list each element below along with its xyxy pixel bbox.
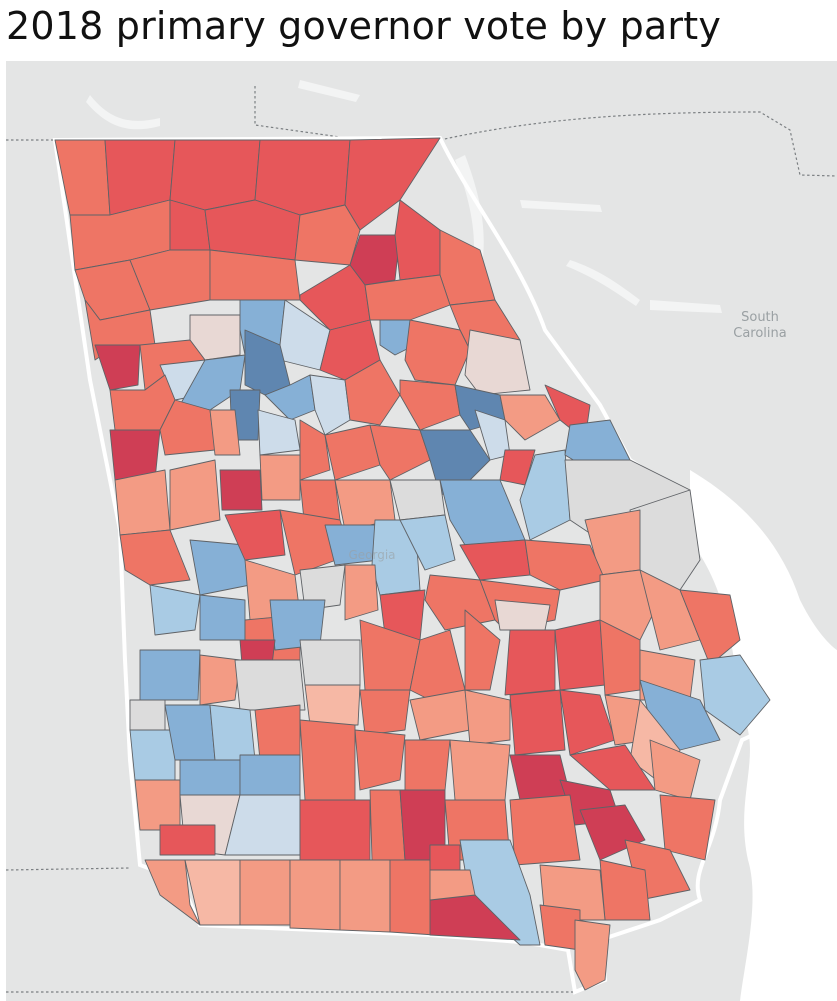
county-shape[interactable] — [369, 789, 406, 861]
county-shape[interactable] — [399, 514, 456, 571]
county-shape[interactable] — [359, 689, 411, 736]
county-shape[interactable] — [114, 469, 171, 536]
county-shape[interactable] — [699, 654, 771, 736]
county-shape[interactable] — [279, 299, 331, 371]
county-shape[interactable] — [139, 649, 201, 701]
county-shape[interactable] — [254, 704, 301, 761]
county-shape[interactable] — [379, 319, 416, 356]
south-carolina-label-line1: South — [741, 310, 779, 325]
county-shape[interactable] — [239, 859, 291, 926]
county-layer[interactable] — [54, 137, 771, 991]
county-shape[interactable] — [129, 699, 166, 731]
county-shape[interactable] — [504, 629, 556, 696]
county-shape[interactable] — [389, 859, 436, 936]
county-shape[interactable] — [169, 139, 261, 211]
county-shape[interactable] — [94, 344, 141, 391]
county-shape[interactable] — [429, 844, 461, 871]
county-shape[interactable] — [179, 354, 246, 411]
county-shape[interactable] — [344, 359, 401, 426]
county-shape[interactable] — [574, 919, 611, 991]
county-shape[interactable] — [239, 754, 301, 796]
county-shape[interactable] — [159, 824, 216, 856]
county-shape[interactable] — [144, 859, 201, 926]
county-shape[interactable] — [449, 739, 511, 801]
county-shape[interactable] — [199, 654, 241, 706]
county-shape[interactable] — [299, 564, 346, 611]
county-shape[interactable] — [509, 754, 571, 801]
county-shape[interactable] — [354, 729, 406, 791]
county-shape[interactable] — [299, 639, 361, 686]
county-shape[interactable] — [299, 799, 371, 861]
county-shape[interactable] — [464, 609, 501, 691]
county-shape[interactable] — [304, 684, 361, 726]
county-shape[interactable] — [369, 424, 431, 481]
south-carolina-label-line2: Carolina — [733, 326, 787, 341]
georgia-county-map[interactable]: South Carolina Georgia — [6, 61, 837, 1001]
page-title: 2018 primary governor vote by party — [6, 4, 722, 48]
county-shape[interactable] — [599, 859, 651, 921]
county-shape[interactable] — [179, 759, 241, 796]
county-shape[interactable] — [129, 729, 176, 781]
county-shape[interactable] — [494, 599, 551, 631]
county-shape[interactable] — [299, 719, 356, 801]
county-shape[interactable] — [464, 689, 511, 746]
county-shape[interactable] — [169, 459, 221, 531]
county-shape[interactable] — [519, 449, 571, 541]
county-shape[interactable] — [539, 864, 606, 921]
county-shape[interactable] — [134, 779, 181, 831]
county-shape[interactable] — [464, 329, 531, 396]
county-shape[interactable] — [289, 859, 341, 931]
county-shape[interactable] — [659, 794, 716, 861]
county-shape[interactable] — [219, 469, 263, 511]
county-shape[interactable] — [294, 204, 361, 266]
county-shape[interactable] — [254, 139, 351, 216]
county-shape[interactable] — [404, 739, 451, 791]
county-shape[interactable] — [429, 869, 476, 901]
county-shape[interactable] — [199, 594, 246, 641]
county-shape[interactable] — [339, 859, 391, 933]
county-shape[interactable] — [679, 589, 741, 666]
county-shape[interactable] — [209, 704, 256, 761]
county-shape[interactable] — [149, 584, 201, 636]
state-borders — [6, 86, 837, 993]
county-shape[interactable] — [119, 529, 191, 586]
map-view[interactable]: South Carolina Georgia — [6, 61, 837, 1001]
county-shape[interactable] — [554, 619, 606, 691]
county-shape[interactable] — [159, 399, 216, 456]
county-shape[interactable] — [344, 564, 379, 621]
county-shape[interactable] — [399, 379, 461, 431]
county-shape[interactable] — [344, 137, 441, 231]
county-shape[interactable] — [539, 904, 581, 951]
county-shape[interactable] — [389, 479, 446, 521]
county-shape[interactable] — [234, 659, 306, 711]
county-shape[interactable] — [259, 454, 301, 501]
county-shape[interactable] — [224, 509, 286, 561]
county-shape[interactable] — [209, 409, 241, 456]
georgia-label: Georgia — [348, 548, 395, 562]
county-shape[interactable] — [499, 394, 561, 441]
county-shape[interactable] — [309, 374, 351, 436]
county-shape[interactable] — [509, 794, 581, 866]
county-shape[interactable] — [509, 689, 566, 756]
county-shape[interactable] — [524, 539, 606, 591]
